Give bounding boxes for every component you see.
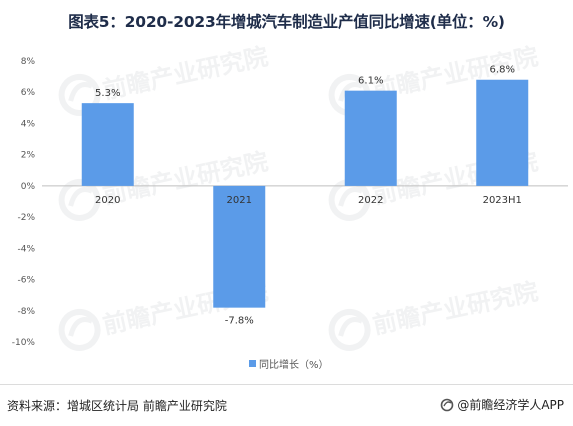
y-tick-label: -4%	[17, 244, 35, 254]
legend: 同比增长（%）	[249, 358, 329, 371]
watermark-text: 前瞻产业研究院	[370, 277, 540, 339]
y-tick-label: -8%	[17, 307, 35, 317]
y-tick-label: -10%	[12, 338, 36, 348]
y-tick-label: -2%	[17, 213, 35, 223]
y-tick-label: 2%	[21, 151, 36, 161]
chart-title: 图表5：2020-2023年增城汽车制造业产值同比增速(单位：%)	[68, 13, 505, 31]
y-axis-ticks: 8% 6% 4% 2% 0% -2% -4% -6% -8% -10%	[12, 57, 36, 348]
y-tick-label: 4%	[21, 119, 36, 129]
brand-text: @前瞻经济学人APP	[457, 398, 564, 412]
y-tick-label: 8%	[21, 57, 36, 67]
data-label: 6.8%	[490, 65, 515, 76]
qianzhan-logo-icon	[441, 398, 454, 411]
watermark-logo-icon	[328, 309, 371, 352]
watermark-text: 前瞻产业研究院	[100, 42, 270, 104]
x-tick-label: 2023H1	[483, 195, 522, 206]
legend-swatch	[249, 360, 256, 367]
legend-label: 同比增长（%）	[259, 358, 329, 371]
bar-2022	[344, 90, 397, 186]
x-axis-labels: 2020 2021 2022 2023H1	[95, 195, 522, 206]
y-tick-label: -6%	[17, 276, 35, 286]
data-labels: 5.3% -7.8% 6.1% 6.8%	[95, 65, 515, 327]
data-label: 6.1%	[358, 76, 383, 87]
bar-2021	[213, 185, 266, 308]
watermark: 前瞻产业研究院	[328, 277, 540, 352]
y-tick-label: 0%	[21, 182, 36, 192]
bar-2020	[81, 103, 134, 186]
x-tick-label: 2020	[95, 195, 120, 206]
y-tick-label: 6%	[21, 88, 36, 98]
watermark-logo-icon	[58, 309, 101, 352]
footer: 资料来源：增城区统计局 前瞻产业研究院 @前瞻经济学人APP	[0, 384, 573, 426]
bar-series	[81, 79, 529, 308]
data-label: 5.3%	[95, 88, 120, 99]
bar-2023H1	[476, 79, 529, 186]
source-note: 资料来源：增城区统计局 前瞻产业研究院	[7, 399, 227, 413]
x-tick-label: 2021	[227, 195, 252, 206]
data-label: -7.8%	[225, 316, 254, 327]
brand-credit: @前瞻经济学人APP	[440, 396, 564, 413]
x-tick-label: 2022	[358, 195, 383, 206]
